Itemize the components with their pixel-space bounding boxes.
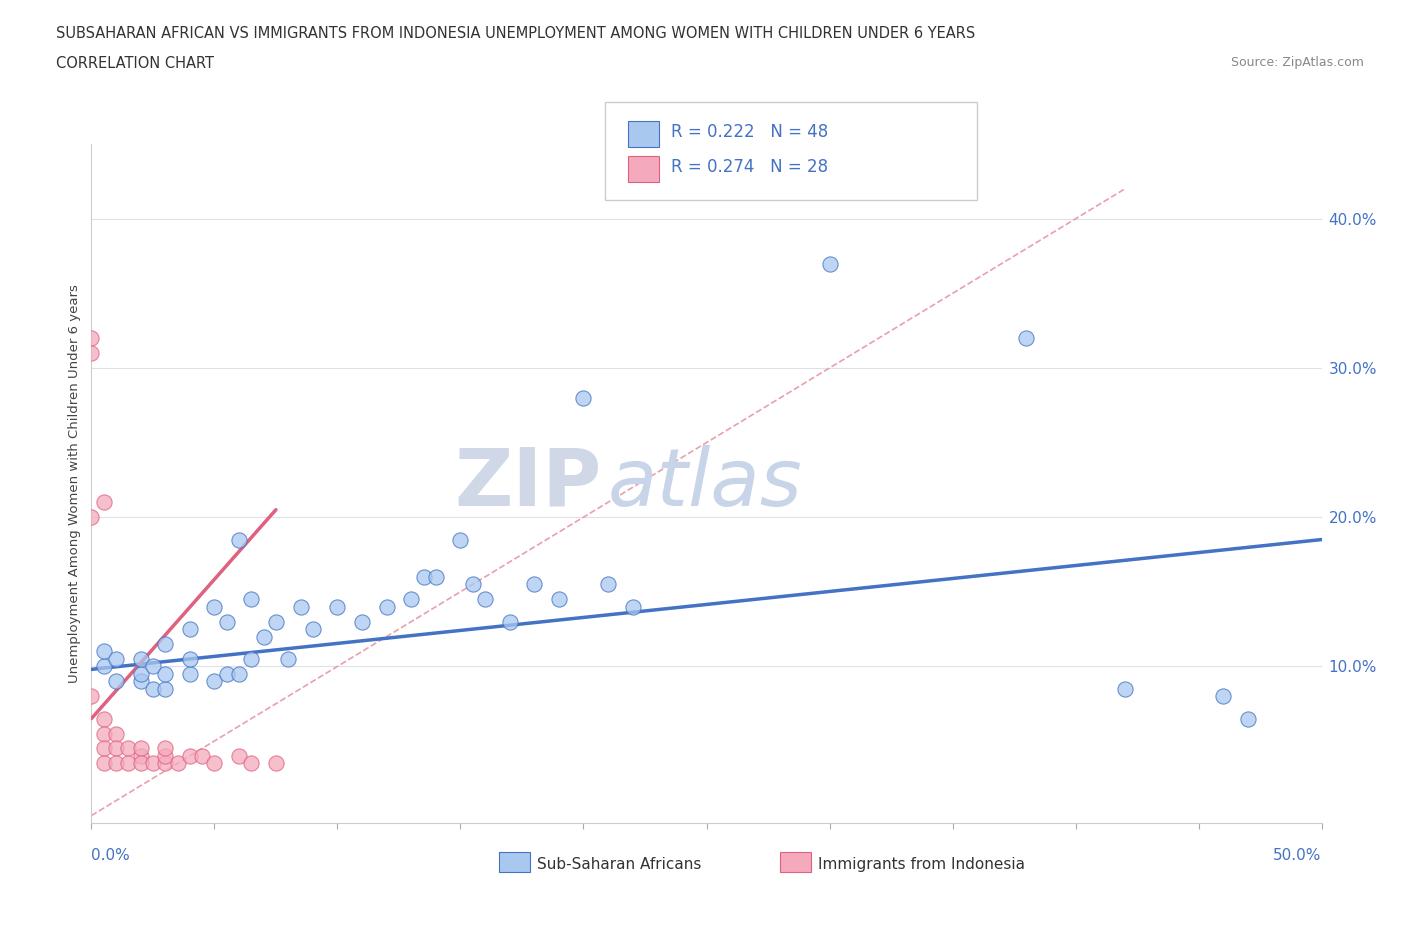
Point	[215, 614, 238, 629]
Point	[93, 741, 115, 756]
Point	[117, 741, 139, 756]
Text: ZIP: ZIP	[454, 445, 602, 523]
Point	[375, 599, 398, 614]
Point	[129, 674, 152, 689]
Text: R = 0.274   N = 28: R = 0.274 N = 28	[671, 158, 828, 176]
Point	[277, 652, 299, 667]
Point	[153, 667, 177, 682]
Point	[129, 741, 152, 756]
Point	[191, 749, 214, 764]
Point	[240, 756, 263, 771]
Point	[142, 682, 165, 697]
Text: 0.0%: 0.0%	[91, 848, 131, 863]
Point	[153, 741, 177, 756]
Text: Source: ZipAtlas.com: Source: ZipAtlas.com	[1230, 56, 1364, 69]
Point	[129, 667, 152, 682]
Point	[228, 749, 250, 764]
Point	[301, 621, 323, 636]
Y-axis label: Unemployment Among Women with Children Under 6 years: Unemployment Among Women with Children U…	[67, 285, 82, 683]
Point	[449, 532, 471, 547]
Point	[166, 756, 188, 771]
Point	[202, 756, 225, 771]
Point	[80, 689, 103, 704]
Point	[179, 652, 201, 667]
Point	[93, 495, 115, 510]
Text: atlas: atlas	[607, 445, 803, 523]
Point	[80, 346, 103, 361]
Point	[425, 569, 447, 584]
Point	[153, 756, 177, 771]
Text: Immigrants from Indonesia: Immigrants from Indonesia	[818, 857, 1025, 872]
Text: CORRELATION CHART: CORRELATION CHART	[56, 56, 214, 71]
Point	[474, 591, 496, 606]
Point	[326, 599, 349, 614]
Point	[399, 591, 422, 606]
Point	[352, 614, 374, 629]
Point	[129, 652, 152, 667]
Point	[105, 726, 127, 741]
Point	[523, 577, 546, 591]
Point	[572, 391, 595, 405]
Point	[179, 621, 201, 636]
Point	[1015, 331, 1038, 346]
Text: SUBSAHARAN AFRICAN VS IMMIGRANTS FROM INDONESIA UNEMPLOYMENT AMONG WOMEN WITH CH: SUBSAHARAN AFRICAN VS IMMIGRANTS FROM IN…	[56, 26, 976, 41]
Point	[93, 756, 115, 771]
Point	[129, 749, 152, 764]
Point	[264, 756, 287, 771]
Point	[1212, 689, 1234, 704]
Point	[105, 652, 127, 667]
Point	[105, 741, 127, 756]
Point	[202, 674, 225, 689]
Point	[129, 756, 152, 771]
Point	[93, 659, 115, 674]
Point	[253, 629, 276, 644]
Point	[215, 667, 238, 682]
Point	[240, 652, 263, 667]
Point	[596, 577, 619, 591]
Point	[153, 749, 177, 764]
Point	[202, 599, 225, 614]
Point	[142, 756, 165, 771]
Point	[93, 726, 115, 741]
Point	[142, 659, 165, 674]
Point	[179, 667, 201, 682]
Point	[105, 756, 127, 771]
Point	[240, 591, 263, 606]
Point	[621, 599, 644, 614]
Point	[93, 644, 115, 658]
Text: 50.0%: 50.0%	[1274, 848, 1322, 863]
Point	[153, 636, 177, 651]
Point	[1237, 711, 1260, 726]
Point	[80, 510, 103, 525]
Point	[93, 711, 115, 726]
Point	[818, 256, 841, 271]
Point	[547, 591, 569, 606]
Point	[153, 682, 177, 697]
Point	[412, 569, 434, 584]
Text: R = 0.222   N = 48: R = 0.222 N = 48	[671, 123, 828, 140]
Point	[461, 577, 484, 591]
Point	[1114, 682, 1136, 697]
Point	[498, 614, 520, 629]
Point	[264, 614, 287, 629]
Point	[117, 756, 139, 771]
Point	[80, 331, 103, 346]
Point	[179, 749, 201, 764]
Point	[228, 667, 250, 682]
Point	[228, 532, 250, 547]
Text: Sub-Saharan Africans: Sub-Saharan Africans	[537, 857, 702, 872]
Point	[290, 599, 312, 614]
Point	[105, 674, 127, 689]
